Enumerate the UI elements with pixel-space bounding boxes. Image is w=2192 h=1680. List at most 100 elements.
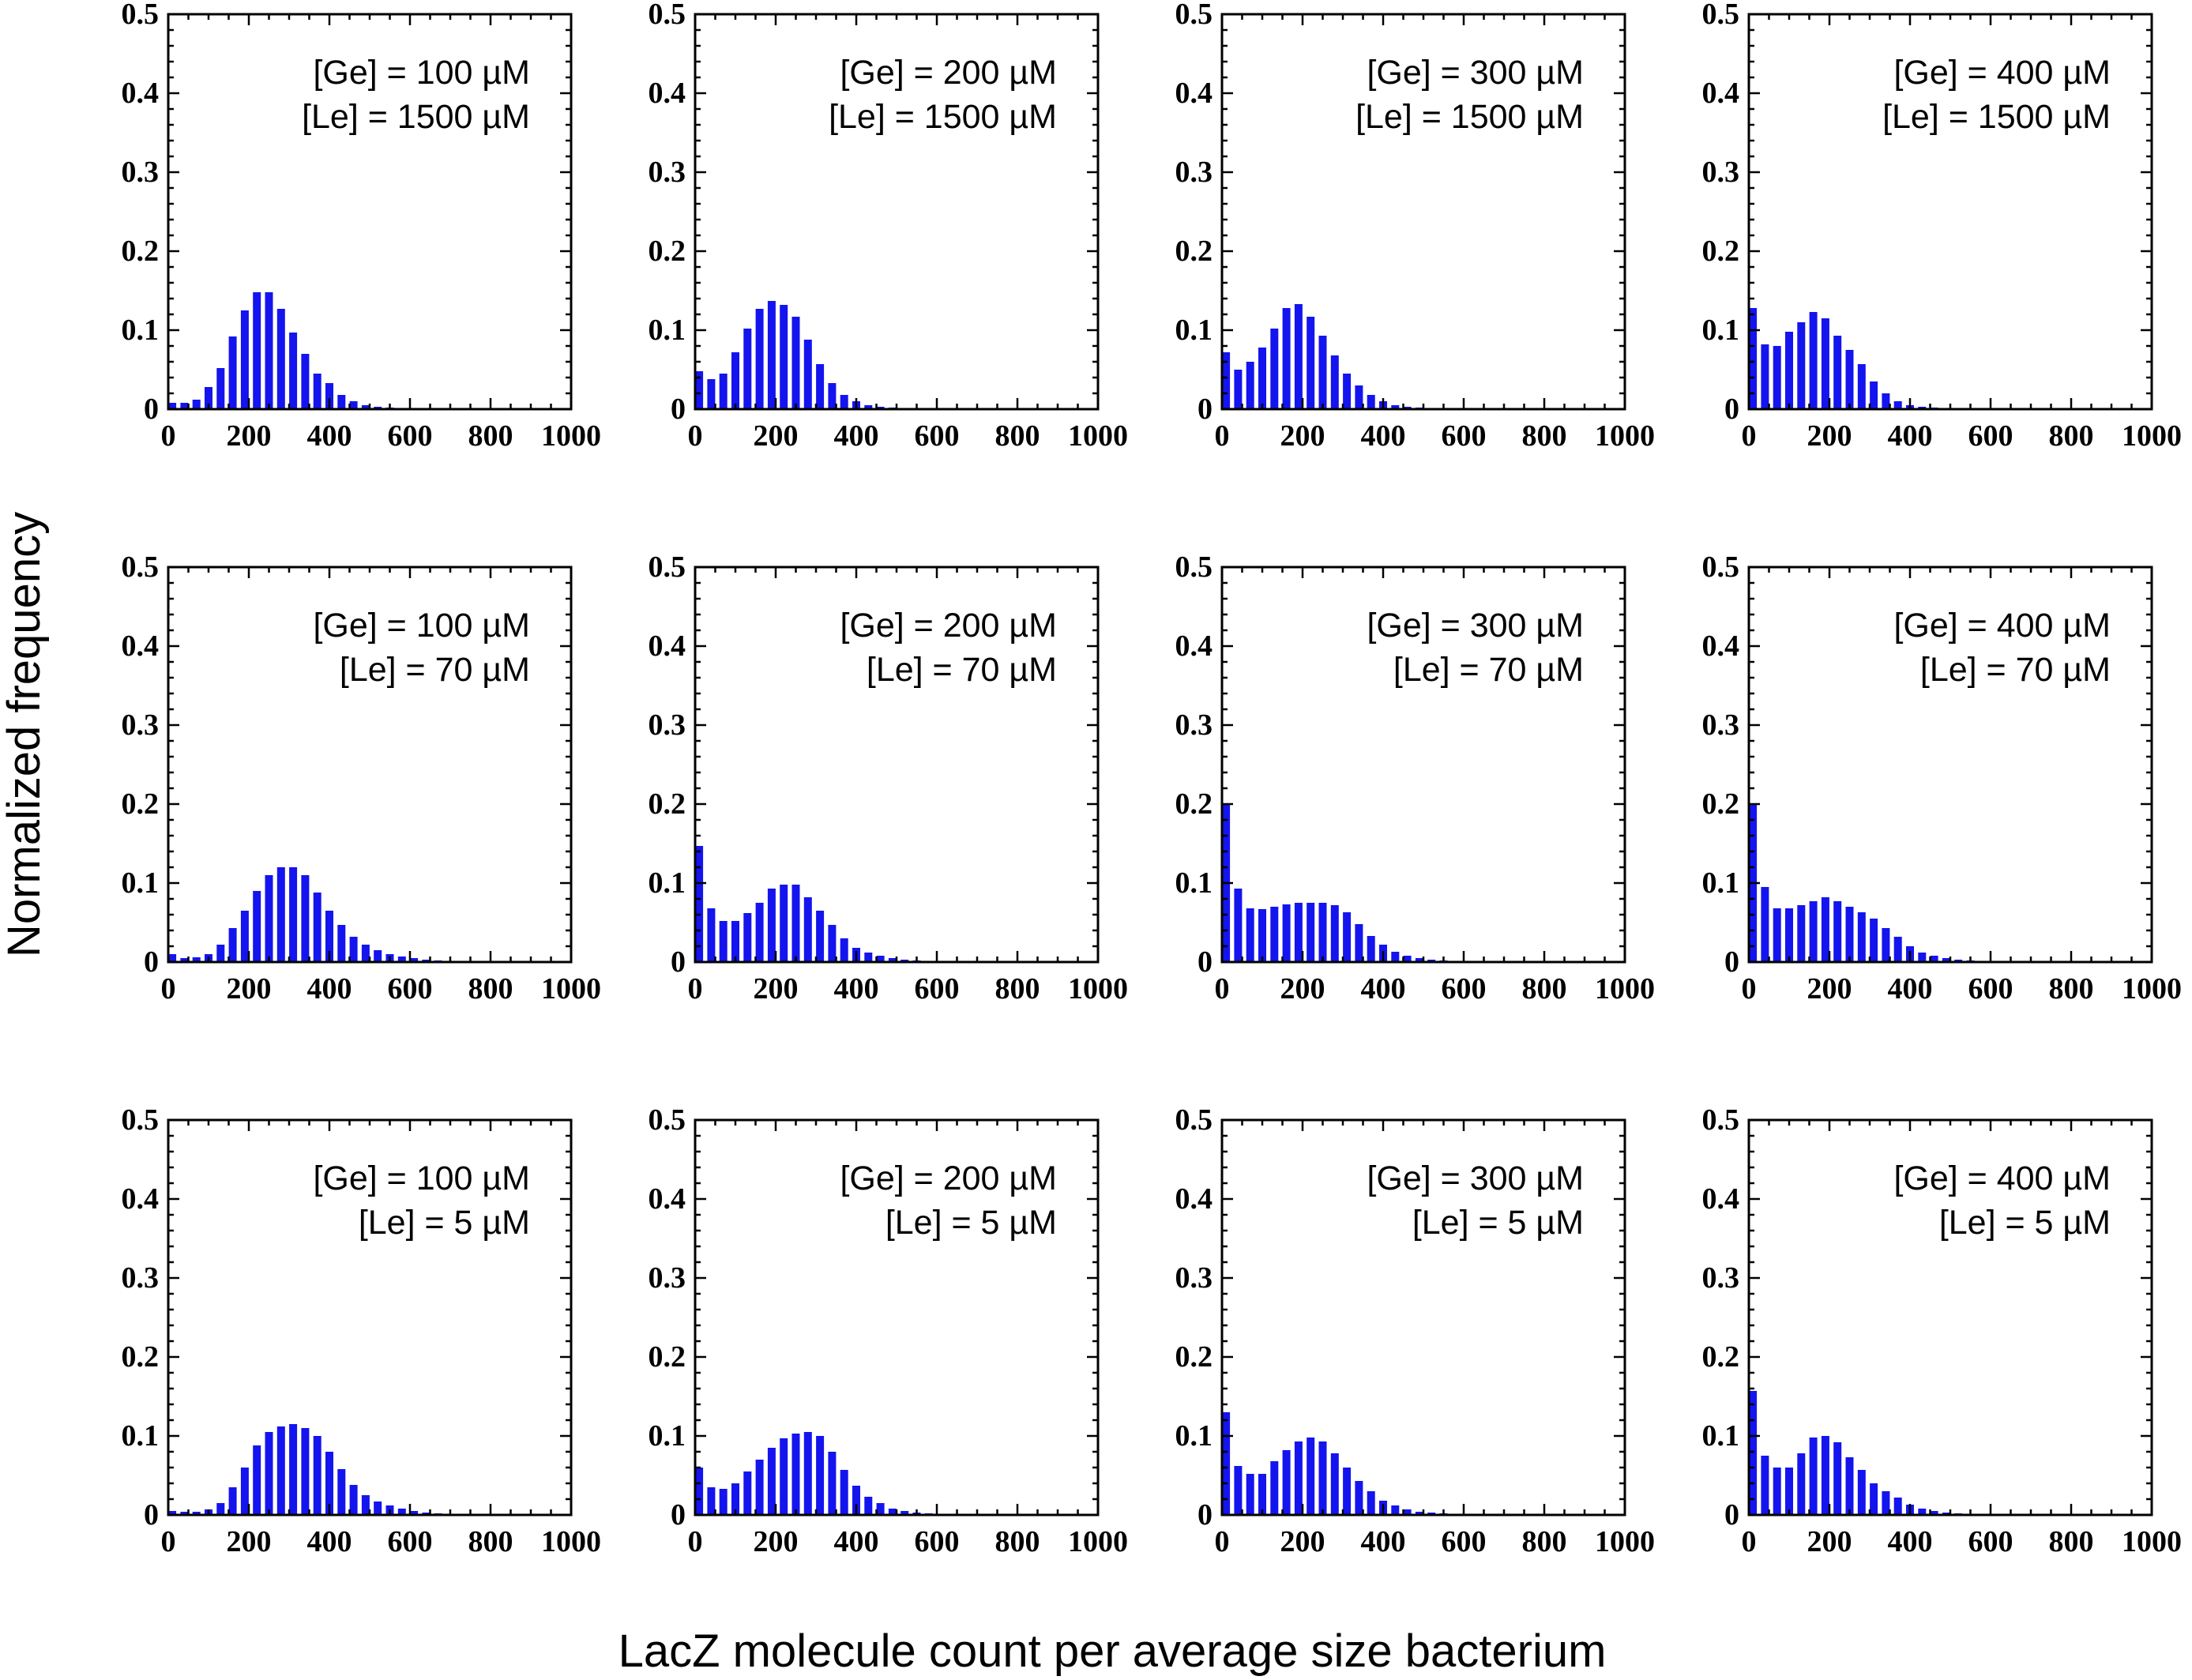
x-tick-label: 800 xyxy=(1522,1525,1567,1558)
bar-p8-15 xyxy=(1918,953,1927,962)
bar-p1-6 xyxy=(228,336,237,409)
x-tick-label: 800 xyxy=(468,1525,513,1558)
bar-p3-10 xyxy=(1330,355,1339,409)
x-tick-label: 800 xyxy=(1522,419,1567,453)
bar-p1-11 xyxy=(289,333,298,409)
bar-p4-7 xyxy=(1821,318,1829,409)
x-tick-label: 800 xyxy=(995,1525,1040,1558)
x-tick-label: 600 xyxy=(915,419,960,453)
bar-p8-4 xyxy=(1785,908,1793,962)
y-tick-label: 0.3 xyxy=(122,708,160,742)
y-tick-label: 0.4 xyxy=(649,1182,686,1216)
bar-p9-8 xyxy=(253,1445,261,1515)
y-tick-label: 0.4 xyxy=(649,630,686,663)
bar-p1-15 xyxy=(337,395,346,409)
y-tick-label: 0.2 xyxy=(1175,1340,1213,1374)
y-tick-label: 0 xyxy=(1198,1498,1213,1532)
y-tick-label: 0 xyxy=(1724,393,1739,426)
x-tick-label: 600 xyxy=(915,1525,960,1558)
y-tick-label: 0.3 xyxy=(1175,1261,1213,1295)
x-tick-label: 800 xyxy=(2049,1525,2094,1558)
bar-p1-2 xyxy=(180,403,189,409)
bar-p2-12 xyxy=(828,383,837,409)
y-tick-label: 0.4 xyxy=(1702,630,1740,663)
y-tick-label: 0.1 xyxy=(122,866,160,900)
chart-panel-4: 0 200 400 600 800 1000 0 0.1 0.2 0.3 0.4 0.5 [Ge] = … xyxy=(1702,0,2183,453)
x-tick-label: 400 xyxy=(307,1525,352,1558)
y-tick-label: 0.5 xyxy=(1702,551,1740,584)
y-tick-label: 0.3 xyxy=(649,156,686,189)
x-tick-label: 200 xyxy=(227,1525,272,1558)
bar-p8-9 xyxy=(1845,907,1854,962)
x-tick-label: 600 xyxy=(1442,1525,1487,1558)
bar-p12-10 xyxy=(1857,1470,1866,1515)
bar-p11-12 xyxy=(1355,1481,1363,1515)
x-tick-label: 200 xyxy=(754,972,799,1005)
bar-p5-20 xyxy=(397,957,406,962)
bar-p5-15 xyxy=(337,925,346,962)
y-tick-label: 0.1 xyxy=(649,1419,686,1453)
x-tick-label: 800 xyxy=(1522,972,1567,1005)
panel-annotation-line-1: [Ge] = 400 µM xyxy=(1893,607,2111,645)
y-tick-label: 0.5 xyxy=(1702,0,1740,31)
bar-p1-5 xyxy=(216,368,225,409)
bar-p2-1 xyxy=(695,371,704,409)
bar-p6-13 xyxy=(840,938,848,962)
x-tick-label: 1000 xyxy=(541,419,601,453)
bar-p11-10 xyxy=(1330,1453,1339,1515)
x-tick-label: 1000 xyxy=(1068,419,1128,453)
x-tick-label: 1000 xyxy=(541,1525,601,1558)
x-tick-label: 600 xyxy=(388,419,433,453)
chart-panel-2: 0 200 400 600 800 1000 0 0.1 0.2 0.3 0.4 0.5 [Ge] = … xyxy=(649,0,1129,453)
bar-p7-10 xyxy=(1330,905,1339,962)
bar-p10-11 xyxy=(816,1436,825,1515)
y-tick-label: 0.1 xyxy=(122,1419,160,1453)
x-tick-label: 400 xyxy=(307,419,352,453)
x-tick-label: 0 xyxy=(688,419,703,453)
bar-p10-3 xyxy=(719,1489,728,1515)
bar-p10-7 xyxy=(767,1448,776,1515)
chart-panel-12: 0 200 400 600 800 1000 0 0.1 0.2 0.3 0.4 0.5 [Ge] = … xyxy=(1702,1103,2183,1558)
bar-p2-6 xyxy=(755,309,764,409)
bar-p12-6 xyxy=(1809,1438,1818,1515)
bar-p3-9 xyxy=(1318,336,1327,409)
bar-p1-4 xyxy=(205,387,212,409)
panel-annotation-line-1: [Ge] = 100 µM xyxy=(313,607,530,645)
bar-p9-12 xyxy=(301,1428,310,1515)
chart-panel-1: 0 200 400 600 800 1000 0 0.1 0.2 0.3 0.4 0.5 [Ge] = … xyxy=(122,0,602,453)
panel-annotation-line-1: [Ge] = 100 µM xyxy=(313,54,530,92)
bar-p7-3 xyxy=(1246,908,1254,962)
x-tick-label: 800 xyxy=(468,972,513,1005)
x-tick-label: 1000 xyxy=(1595,1525,1655,1558)
bar-p11-9 xyxy=(1318,1441,1327,1515)
y-tick-label: 0.3 xyxy=(122,156,160,189)
x-tick-label: 800 xyxy=(995,419,1040,453)
bar-p9-11 xyxy=(289,1424,298,1515)
panel-annotation-line-2: [Le] = 5 µM xyxy=(359,1204,530,1242)
x-tick-label: 600 xyxy=(1442,972,1487,1005)
y-tick-label: 0.3 xyxy=(1702,156,1740,189)
y-tick-label: 0.4 xyxy=(1702,77,1740,110)
bar-p1-16 xyxy=(349,401,358,409)
bar-p4-2 xyxy=(1761,344,1769,409)
bar-p11-13 xyxy=(1367,1491,1375,1515)
bar-p12-8 xyxy=(1833,1442,1842,1515)
x-tick-label: 200 xyxy=(1807,972,1852,1005)
bar-p8-5 xyxy=(1797,905,1806,962)
x-tick-label: 800 xyxy=(2049,972,2094,1005)
bar-p10-13 xyxy=(840,1470,848,1515)
bar-p7-12 xyxy=(1355,924,1363,962)
bar-p2-9 xyxy=(791,317,800,409)
panel-grid: 0 200 400 600 800 1000 0 0.1 0.2 0.3 0.4 0.5 [Ge] = … xyxy=(122,0,2183,1558)
x-tick-label: 400 xyxy=(307,972,352,1005)
bar-p7-4 xyxy=(1258,909,1266,962)
bar-p9-21 xyxy=(410,1511,419,1515)
panel-annotation-line-2: [Le] = 1500 µM xyxy=(1882,98,2111,136)
bar-p5-18 xyxy=(374,950,382,962)
bar-p2-8 xyxy=(780,305,788,409)
x-tick-label: 400 xyxy=(834,972,879,1005)
x-tick-label: 0 xyxy=(1215,1525,1230,1558)
bar-p7-16 xyxy=(1403,956,1412,962)
x-tick-label: 400 xyxy=(1361,419,1406,453)
bar-p6-3 xyxy=(719,921,728,962)
